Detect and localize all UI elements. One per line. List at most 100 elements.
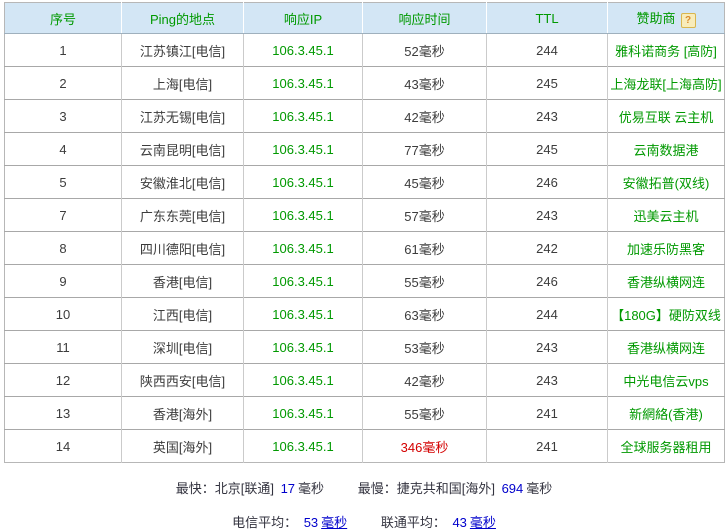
cell-ip: 106.3.45.1 <box>243 429 363 463</box>
summary-line-fastest-slowest: 最快：北京[联通] 17 毫秒 最慢：捷克共和国[海外] 694 毫秒 <box>4 478 724 497</box>
cell-seq: 4 <box>4 132 122 166</box>
telecom-avg-value: 53 <box>303 515 319 530</box>
cell-time: 61毫秒 <box>362 231 487 265</box>
column-header-time: 响应时间 <box>362 2 487 34</box>
cell-location: 安徽淮北[电信] <box>121 165 244 199</box>
cell-sponsor-link[interactable]: 中光电信云vps <box>607 363 725 397</box>
column-header-location: Ping的地点 <box>121 2 244 34</box>
cell-ip: 106.3.45.1 <box>243 198 363 232</box>
cell-time: 63毫秒 <box>362 297 487 331</box>
cell-location: 江苏无锡[电信] <box>121 99 244 133</box>
cell-ip: 106.3.45.1 <box>243 363 363 397</box>
cell-seq: 7 <box>4 198 122 232</box>
cell-location: 江苏镇江[电信] <box>121 33 244 67</box>
cell-seq: 11 <box>4 330 122 364</box>
column-header-ip: 响应IP <box>243 2 363 34</box>
cell-ip: 106.3.45.1 <box>243 165 363 199</box>
cell-ttl: 245 <box>486 132 608 166</box>
cell-seq: 1 <box>4 33 122 67</box>
cell-location: 上海[电信] <box>121 66 244 100</box>
cell-ttl: 243 <box>486 330 608 364</box>
cell-seq: 3 <box>4 99 122 133</box>
cell-ttl: 246 <box>486 264 608 298</box>
table-row: 12 陕西西安[电信] 106.3.45.1 42毫秒 243 中光电信云vps <box>4 363 725 397</box>
table-row: 10 江西[电信] 106.3.45.1 63毫秒 244 【180G】硬防双线 <box>4 297 725 331</box>
sponsor-header-label: 赞助商 <box>636 11 676 27</box>
slowest-unit: 毫秒 <box>526 481 553 496</box>
cell-ttl: 241 <box>486 396 608 430</box>
slowest-label: 最慢： <box>357 481 397 496</box>
cell-ttl: 246 <box>486 165 608 199</box>
cell-ttl: 243 <box>486 99 608 133</box>
cell-sponsor-link[interactable]: 全球服务器租用 <box>607 429 725 463</box>
cell-location: 深圳[电信] <box>121 330 244 364</box>
telecom-avg-label: 电信平均： <box>232 515 298 530</box>
cell-time: 53毫秒 <box>362 330 487 364</box>
cell-time: 57毫秒 <box>362 198 487 232</box>
summary-line-averages: 电信平均： 53 毫秒 联通平均： 43 毫秒 <box>4 512 724 531</box>
fastest-label: 最快： <box>175 481 215 496</box>
cell-sponsor-link[interactable]: 雅科诺商务 [高防] <box>607 33 725 67</box>
cell-time: 55毫秒 <box>362 396 487 430</box>
cell-ttl: 244 <box>486 297 608 331</box>
column-header-seq: 序号 <box>4 2 122 34</box>
help-icon[interactable]: ? <box>680 12 696 28</box>
table-row: 3 江苏无锡[电信] 106.3.45.1 42毫秒 243 优易互联 云主机 <box>4 99 725 133</box>
cell-ip: 106.3.45.1 <box>243 66 363 100</box>
cell-time: 346毫秒 <box>362 429 487 463</box>
table-row: 11 深圳[电信] 106.3.45.1 53毫秒 243 香港纵横网连 <box>4 330 725 364</box>
cell-sponsor-link[interactable]: 安徽拓普(双线) <box>607 165 725 199</box>
cell-time: 52毫秒 <box>362 33 487 67</box>
table-row: 4 云南昆明[电信] 106.3.45.1 77毫秒 245 云南数据港 <box>4 132 725 166</box>
cell-location: 四川德阳[电信] <box>121 231 244 265</box>
cell-ip: 106.3.45.1 <box>243 297 363 331</box>
cell-sponsor-link[interactable]: 上海龙联[上海高防] <box>607 66 725 100</box>
cell-seq: 5 <box>4 165 122 199</box>
cell-sponsor-link[interactable]: 新網絡(香港) <box>607 396 725 430</box>
slowest-value: 694 <box>501 481 524 496</box>
cell-time: 42毫秒 <box>362 363 487 397</box>
table-body: 1 江苏镇江[电信] 106.3.45.1 52毫秒 244 雅科诺商务 [高防… <box>4 33 725 463</box>
summary-footer: 最快：北京[联通] 17 毫秒 最慢：捷克共和国[海外] 694 毫秒 电信平均： … <box>4 478 724 531</box>
cell-seq: 10 <box>4 297 122 331</box>
cell-ttl: 242 <box>486 231 608 265</box>
cell-ip: 106.3.45.1 <box>243 330 363 364</box>
table-row: 13 香港[海外] 106.3.45.1 55毫秒 241 新網絡(香港) <box>4 396 725 430</box>
cell-seq: 9 <box>4 264 122 298</box>
table-row: 14 英国[海外] 106.3.45.1 346毫秒 241 全球服务器租用 <box>4 429 725 463</box>
unicom-avg-value: 43 <box>452 515 467 530</box>
cell-location: 香港[电信] <box>121 264 244 298</box>
cell-ip: 106.3.45.1 <box>243 132 363 166</box>
unicom-avg-unit-link[interactable]: 毫秒 <box>469 515 496 530</box>
cell-ttl: 245 <box>486 66 608 100</box>
cell-seq: 2 <box>4 66 122 100</box>
table-row: 5 安徽淮北[电信] 106.3.45.1 45毫秒 246 安徽拓普(双线) <box>4 165 725 199</box>
cell-sponsor-link[interactable]: 加速乐防黑客 <box>607 231 725 265</box>
table-row: 9 香港[电信] 106.3.45.1 55毫秒 246 香港纵横网连 <box>4 264 725 298</box>
fastest-place: 北京[联通] <box>214 481 274 496</box>
cell-ttl: 243 <box>486 363 608 397</box>
cell-ttl: 244 <box>486 33 608 67</box>
cell-location: 广东东莞[电信] <box>121 198 244 232</box>
cell-ttl: 241 <box>486 429 608 463</box>
cell-sponsor-link[interactable]: 迅美云主机 <box>607 198 725 232</box>
fastest-value: 17 <box>280 481 296 496</box>
unicom-avg-label: 联通平均： <box>380 515 446 530</box>
cell-sponsor-link[interactable]: 香港纵横网连 <box>607 264 725 298</box>
table-header-row: 序号 Ping的地点 响应IP 响应时间 TTL 赞助商? <box>4 2 725 34</box>
cell-ip: 106.3.45.1 <box>243 33 363 67</box>
cell-sponsor-link[interactable]: 香港纵横网连 <box>607 330 725 364</box>
cell-location: 云南昆明[电信] <box>121 132 244 166</box>
ping-results-table: 序号 Ping的地点 响应IP 响应时间 TTL 赞助商? 1 江苏镇江[电信]… <box>4 2 725 463</box>
cell-ip: 106.3.45.1 <box>243 396 363 430</box>
cell-time: 42毫秒 <box>362 99 487 133</box>
cell-sponsor-link[interactable]: 优易互联 云主机 <box>607 99 725 133</box>
cell-location: 江西[电信] <box>121 297 244 331</box>
column-header-sponsor: 赞助商? <box>607 2 725 34</box>
cell-sponsor-link[interactable]: 【180G】硬防双线 <box>607 297 725 331</box>
telecom-avg-unit-link[interactable]: 毫秒 <box>321 515 348 530</box>
cell-ip: 106.3.45.1 <box>243 231 363 265</box>
cell-sponsor-link[interactable]: 云南数据港 <box>607 132 725 166</box>
cell-location: 陕西西安[电信] <box>121 363 244 397</box>
